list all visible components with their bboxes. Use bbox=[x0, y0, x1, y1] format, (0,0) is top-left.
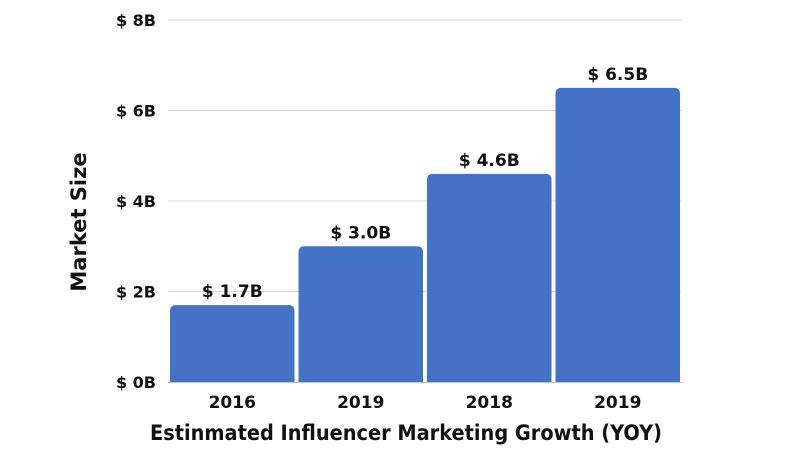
y-tick-label: $ 4B bbox=[116, 192, 156, 211]
data-label: $ 3.0B bbox=[330, 223, 391, 243]
y-tick-label: $ 2B bbox=[116, 283, 156, 302]
data-label: $ 1.7B bbox=[202, 282, 263, 302]
data-label: $ 6.5B bbox=[587, 65, 648, 85]
data-label: $ 4.6B bbox=[459, 151, 520, 171]
bars bbox=[170, 87, 680, 382]
data-labels: $ 1.7B $ 3.0B $ 4.6B $ 6.5B bbox=[202, 65, 648, 302]
x-tick-label: 2019 bbox=[594, 393, 641, 413]
y-axis-ticks: $ 0B $ 2B $ 4B $ 6B $ 8B bbox=[116, 11, 156, 392]
x-axis-title: Estinmated Influencer Marketing Growth (… bbox=[150, 421, 662, 445]
bar-2018-2 bbox=[427, 173, 552, 382]
x-tick-label: 2019 bbox=[337, 393, 384, 413]
bar-2019-3 bbox=[555, 87, 680, 382]
y-tick-label: $ 6B bbox=[116, 102, 156, 121]
y-tick-label: $ 8B bbox=[116, 11, 156, 30]
y-axis-title: Market Size bbox=[67, 152, 91, 291]
x-tick-label: 2016 bbox=[209, 393, 256, 413]
x-tick-label: 2018 bbox=[466, 393, 513, 413]
bar-2016-0 bbox=[170, 305, 295, 382]
y-tick-label: $ 0B bbox=[116, 373, 156, 392]
x-axis-ticks: 2016 2019 2018 2019 bbox=[209, 393, 642, 413]
bar-2019-1 bbox=[298, 246, 423, 382]
